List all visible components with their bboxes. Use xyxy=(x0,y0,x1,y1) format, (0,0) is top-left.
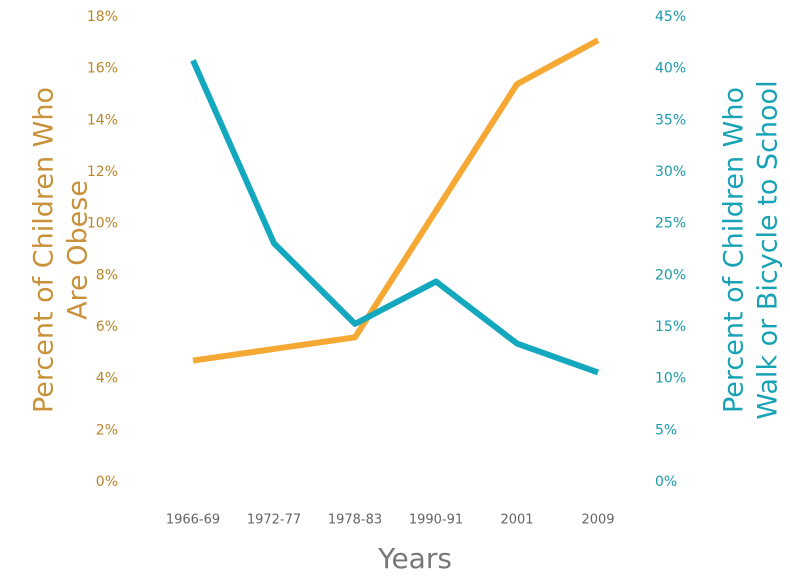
y2-tick-label: 40% xyxy=(655,61,686,77)
x-tick-label: 2001 xyxy=(500,513,533,528)
y-tick-label: 8% xyxy=(96,267,118,283)
y-tick-label: 2% xyxy=(96,422,118,438)
line-series xyxy=(190,59,600,376)
y-tick-label: 18% xyxy=(87,9,118,25)
y2-tick-label: 35% xyxy=(655,112,686,128)
y2-tick-label: 30% xyxy=(655,164,686,180)
y-axis-label-line: Are Obese xyxy=(63,180,94,320)
y2-tick-label: 5% xyxy=(655,422,677,438)
y-axis-label: Percent of Children Who Are Obese xyxy=(29,87,94,413)
y-tick-label: 4% xyxy=(96,371,118,387)
x-tick-label: 2009 xyxy=(581,513,614,528)
x-tick-label: 1972-77 xyxy=(247,513,301,528)
y2-tick-label: 15% xyxy=(655,319,686,335)
y-axis-label-line: Percent of Children Who xyxy=(29,87,60,413)
y2-tick-label: 45% xyxy=(655,9,686,25)
y-tick-label: 12% xyxy=(87,164,118,180)
x-axis-label: Years xyxy=(377,542,452,575)
y2-tick-label: 25% xyxy=(655,216,686,232)
y2-axis-label-line: Percent of Children Who xyxy=(719,87,750,413)
x-tick-label: 1966-69 xyxy=(166,513,220,528)
x-tick-label: 1978-83 xyxy=(328,513,382,528)
y-tick-label: 0% xyxy=(96,474,118,490)
y2-tick-label: 20% xyxy=(655,267,686,283)
y-tick-label: 16% xyxy=(87,61,118,77)
y-tick-label: 6% xyxy=(96,319,118,335)
x-tick-label: 1990-91 xyxy=(409,513,463,528)
y2-tick-label: 0% xyxy=(655,474,677,490)
line-series xyxy=(192,37,600,364)
y2-axis-label: Percent of Children Who Walk or Bicycle … xyxy=(719,80,784,419)
y-tick-label: 14% xyxy=(87,112,118,128)
y-tick-label: 10% xyxy=(87,216,118,232)
y2-tick-label: 10% xyxy=(655,371,686,387)
y2-axis-label-line: Walk or Bicycle to School xyxy=(753,80,784,419)
